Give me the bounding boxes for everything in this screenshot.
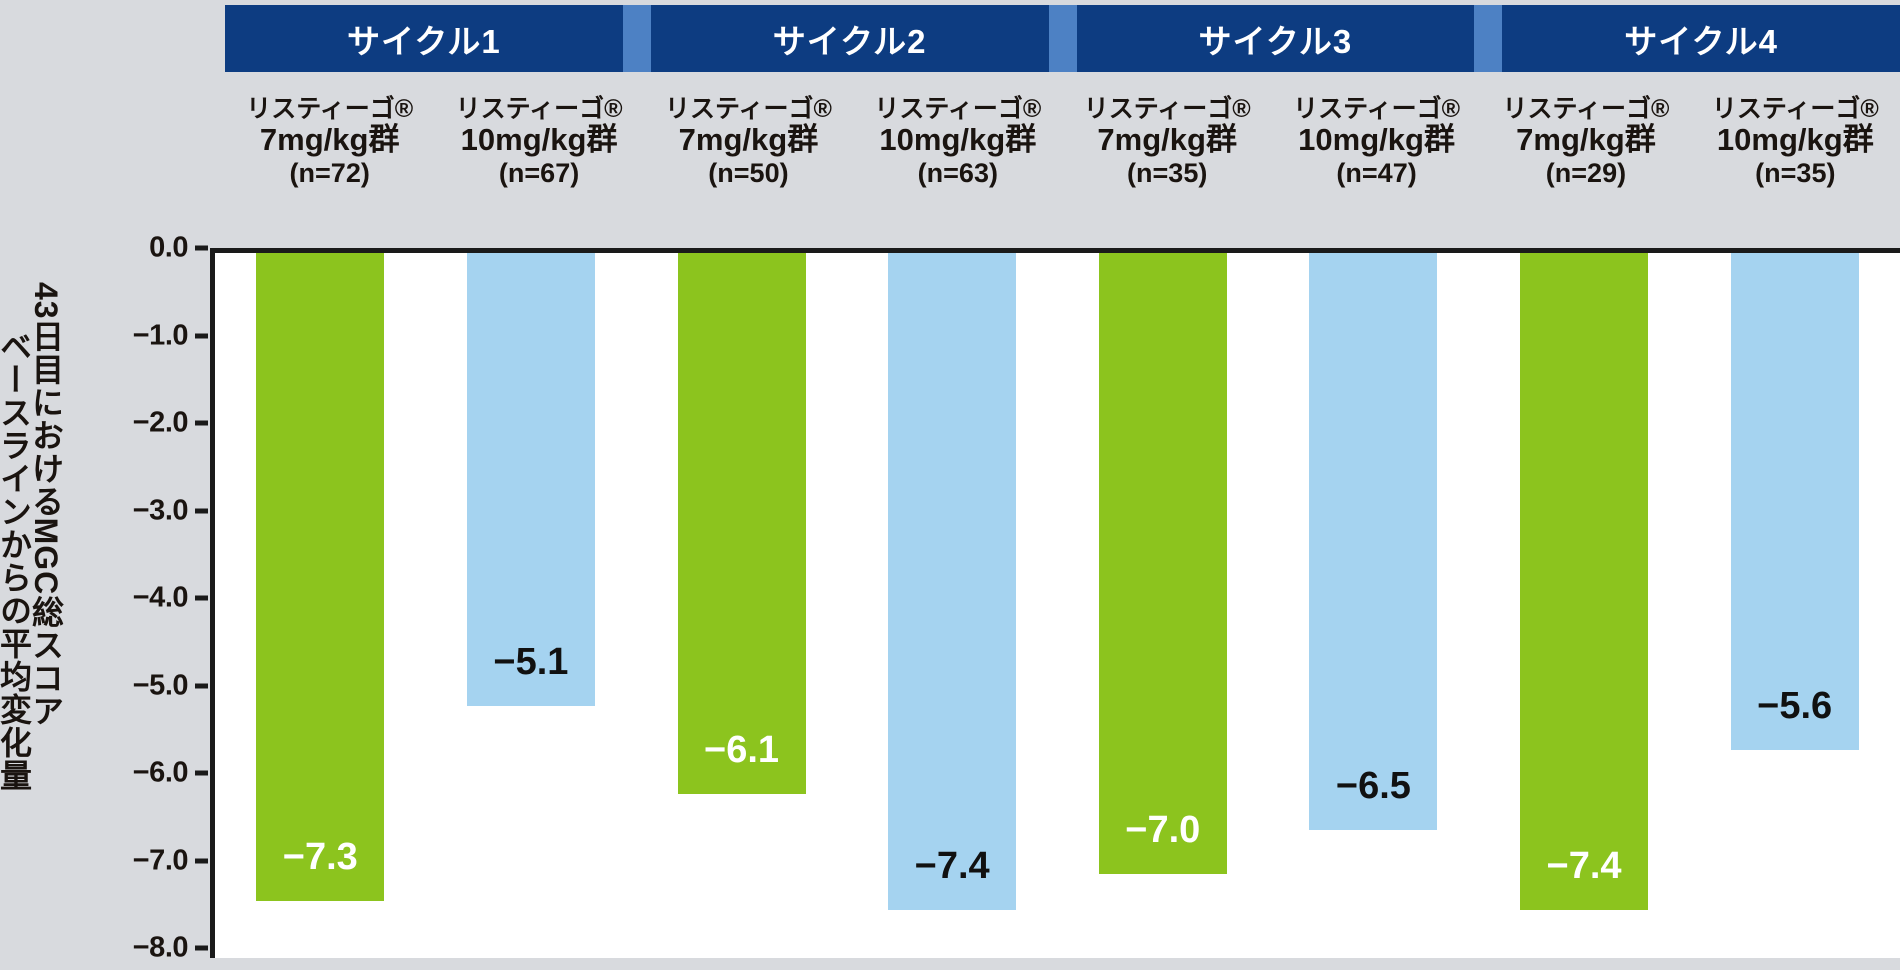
- bar[interactable]: −5.6: [1730, 253, 1859, 750]
- plot-area: −7.3 −5.1 −6.1 −7.4 −7.0 −6.5 −7.4 −5.6: [210, 248, 1900, 958]
- y-axis-tick-label: 0.0: [149, 231, 188, 264]
- y-axis-tick-label: −5.0: [132, 669, 189, 701]
- cycle-header-3: サイクル3: [1076, 5, 1475, 72]
- bar-value-label: −6.5: [1335, 764, 1411, 807]
- cycle-header-band: サイクル1 サイクル2 サイクル3 サイクル4: [225, 5, 1900, 72]
- bar-slot: −7.0: [1058, 253, 1269, 958]
- y-axis-tick: −2.0: [133, 407, 208, 440]
- y-axis-tick-label: −1.0: [132, 319, 189, 351]
- group-n-count: (n=67): [498, 157, 580, 188]
- cycle-separator: [622, 5, 651, 72]
- y-axis-title-secondary: ベースラインからの平均変化量: [0, 330, 32, 792]
- y-axis-tick-mark: [195, 420, 208, 426]
- bar-value-label: −7.4: [914, 844, 990, 887]
- group-brand: リスティーゴ®: [1711, 95, 1879, 123]
- group-label-7: リスティーゴ® 7mg/kg群 (n=29): [1481, 95, 1690, 215]
- group-dose: 10mg/kg群: [1716, 122, 1874, 157]
- group-n-count: (n=47): [1336, 157, 1417, 188]
- y-axis-tick-mark: [195, 245, 208, 251]
- bar-value-label: −7.0: [1125, 809, 1201, 852]
- group-dose: 7mg/kg群: [1516, 122, 1656, 157]
- group-n-count: (n=63): [917, 157, 998, 188]
- y-axis-tick: −7.0: [133, 844, 208, 877]
- y-axis-tick-mark: [195, 595, 208, 601]
- bar-value-label: −6.1: [704, 729, 780, 772]
- group-dose: 7mg/kg群: [678, 122, 819, 157]
- cycle-header-4: サイクル4: [1502, 5, 1900, 72]
- bar-value-label: −7.4: [1546, 844, 1622, 887]
- y-axis: 0.0 −1.0 −2.0 −3.0 −4.0 −5.0 −6.0 −7.0 −8.0: [96, 232, 208, 965]
- y-axis-tick-label: −8.0: [132, 931, 189, 964]
- group-n-count: (n=50): [708, 157, 789, 188]
- group-brand: リスティーゴ®: [1293, 95, 1461, 123]
- y-axis-tick: −5.0: [133, 669, 208, 702]
- bar-slot: −7.4: [1479, 253, 1690, 958]
- bar[interactable]: −7.0: [1098, 253, 1227, 875]
- group-dose: 10mg/kg群: [1298, 122, 1455, 157]
- group-brand: リスティーゴ®: [246, 95, 414, 123]
- bar-value-label: −7.3: [282, 835, 358, 878]
- y-axis-tick-label: −7.0: [132, 844, 189, 876]
- y-axis-tick-mark: [195, 683, 208, 688]
- y-axis-tick: −6.0: [133, 757, 208, 790]
- cycle-header-2: サイクル2: [650, 5, 1049, 72]
- bar-value-label: −5.6: [1757, 685, 1833, 727]
- group-n-count: (n=35): [1127, 157, 1208, 188]
- y-axis-tick: −4.0: [133, 582, 208, 615]
- group-brand: リスティーゴ®: [1083, 95, 1251, 123]
- bar-slot: −6.1: [636, 253, 847, 958]
- bar[interactable]: −7.3: [256, 253, 385, 901]
- y-axis-tick-label: −3.0: [132, 494, 189, 526]
- bar-slot: −5.1: [426, 253, 637, 958]
- group-label-4: リスティーゴ® 10mg/kg群 (n=63): [853, 95, 1062, 215]
- group-n-count: (n=29): [1545, 157, 1627, 188]
- y-axis-tick-mark: [195, 945, 208, 951]
- bar-slot: −7.4: [847, 253, 1058, 958]
- bar-value-label: −5.1: [493, 640, 569, 683]
- group-brand: リスティーゴ®: [664, 95, 832, 123]
- y-axis-tick-mark: [195, 508, 208, 513]
- y-axis-tick: −3.0: [133, 494, 208, 527]
- group-brand: リスティーゴ®: [1502, 95, 1670, 123]
- bar[interactable]: −6.5: [1309, 253, 1438, 830]
- y-axis-tick-mark: [195, 333, 208, 338]
- group-dose: 7mg/kg群: [1097, 122, 1237, 157]
- bar[interactable]: −7.4: [888, 253, 1017, 910]
- bar[interactable]: −5.1: [466, 253, 595, 706]
- bar[interactable]: −7.4: [1520, 253, 1649, 910]
- group-label-6: リスティーゴ® 10mg/kg群 (n=47): [1272, 95, 1481, 215]
- group-label-row: リスティーゴ® 7mg/kg群 (n=72) リスティーゴ® 10mg/kg群 (n=67…: [225, 95, 1900, 215]
- group-brand: リスティーゴ®: [874, 95, 1042, 123]
- y-axis-tick-mark: [195, 770, 208, 776]
- group-label-2: リスティーゴ® 10mg/kg群 (n=67): [434, 95, 643, 215]
- group-label-1: リスティーゴ® 7mg/kg群 (n=72): [225, 95, 434, 215]
- group-n-count: (n=35): [1755, 157, 1836, 188]
- group-brand: リスティーゴ®: [455, 95, 623, 123]
- group-n-count: (n=72): [289, 157, 370, 188]
- group-label-8: リスティーゴ® 10mg/kg群 (n=35): [1691, 95, 1900, 215]
- bar-slot: −5.6: [1689, 253, 1900, 958]
- group-dose: 7mg/kg群: [259, 122, 400, 157]
- y-axis-tick-mark: [195, 858, 208, 863]
- group-label-3: リスティーゴ® 7mg/kg群 (n=50): [644, 95, 853, 215]
- group-dose: 10mg/kg群: [460, 122, 618, 157]
- group-label-5: リスティーゴ® 7mg/kg群 (n=35): [1063, 95, 1272, 215]
- y-axis-tick: 0.0: [149, 232, 208, 265]
- cycle-separator: [1474, 5, 1503, 72]
- y-axis-tick-label: −4.0: [132, 581, 189, 614]
- y-axis-tick-label: −6.0: [132, 756, 189, 789]
- cycle-header-1: サイクル1: [225, 5, 623, 72]
- y-axis-tick: −1.0: [133, 319, 208, 352]
- y-axis-title-primary: 43日目におけるMGC総スコア: [28, 282, 64, 728]
- group-dose: 10mg/kg群: [879, 122, 1037, 157]
- bar[interactable]: −6.1: [677, 253, 806, 795]
- cycle-separator: [1048, 5, 1077, 72]
- y-axis-tick: −8.0: [133, 932, 208, 965]
- bar-slot: −6.5: [1268, 253, 1479, 958]
- y-axis-tick-label: −2.0: [132, 406, 189, 439]
- bar-group-container: −7.3 −5.1 −6.1 −7.4 −7.0 −6.5 −7.4 −5.6: [215, 253, 1900, 958]
- bar-slot: −7.3: [215, 253, 426, 958]
